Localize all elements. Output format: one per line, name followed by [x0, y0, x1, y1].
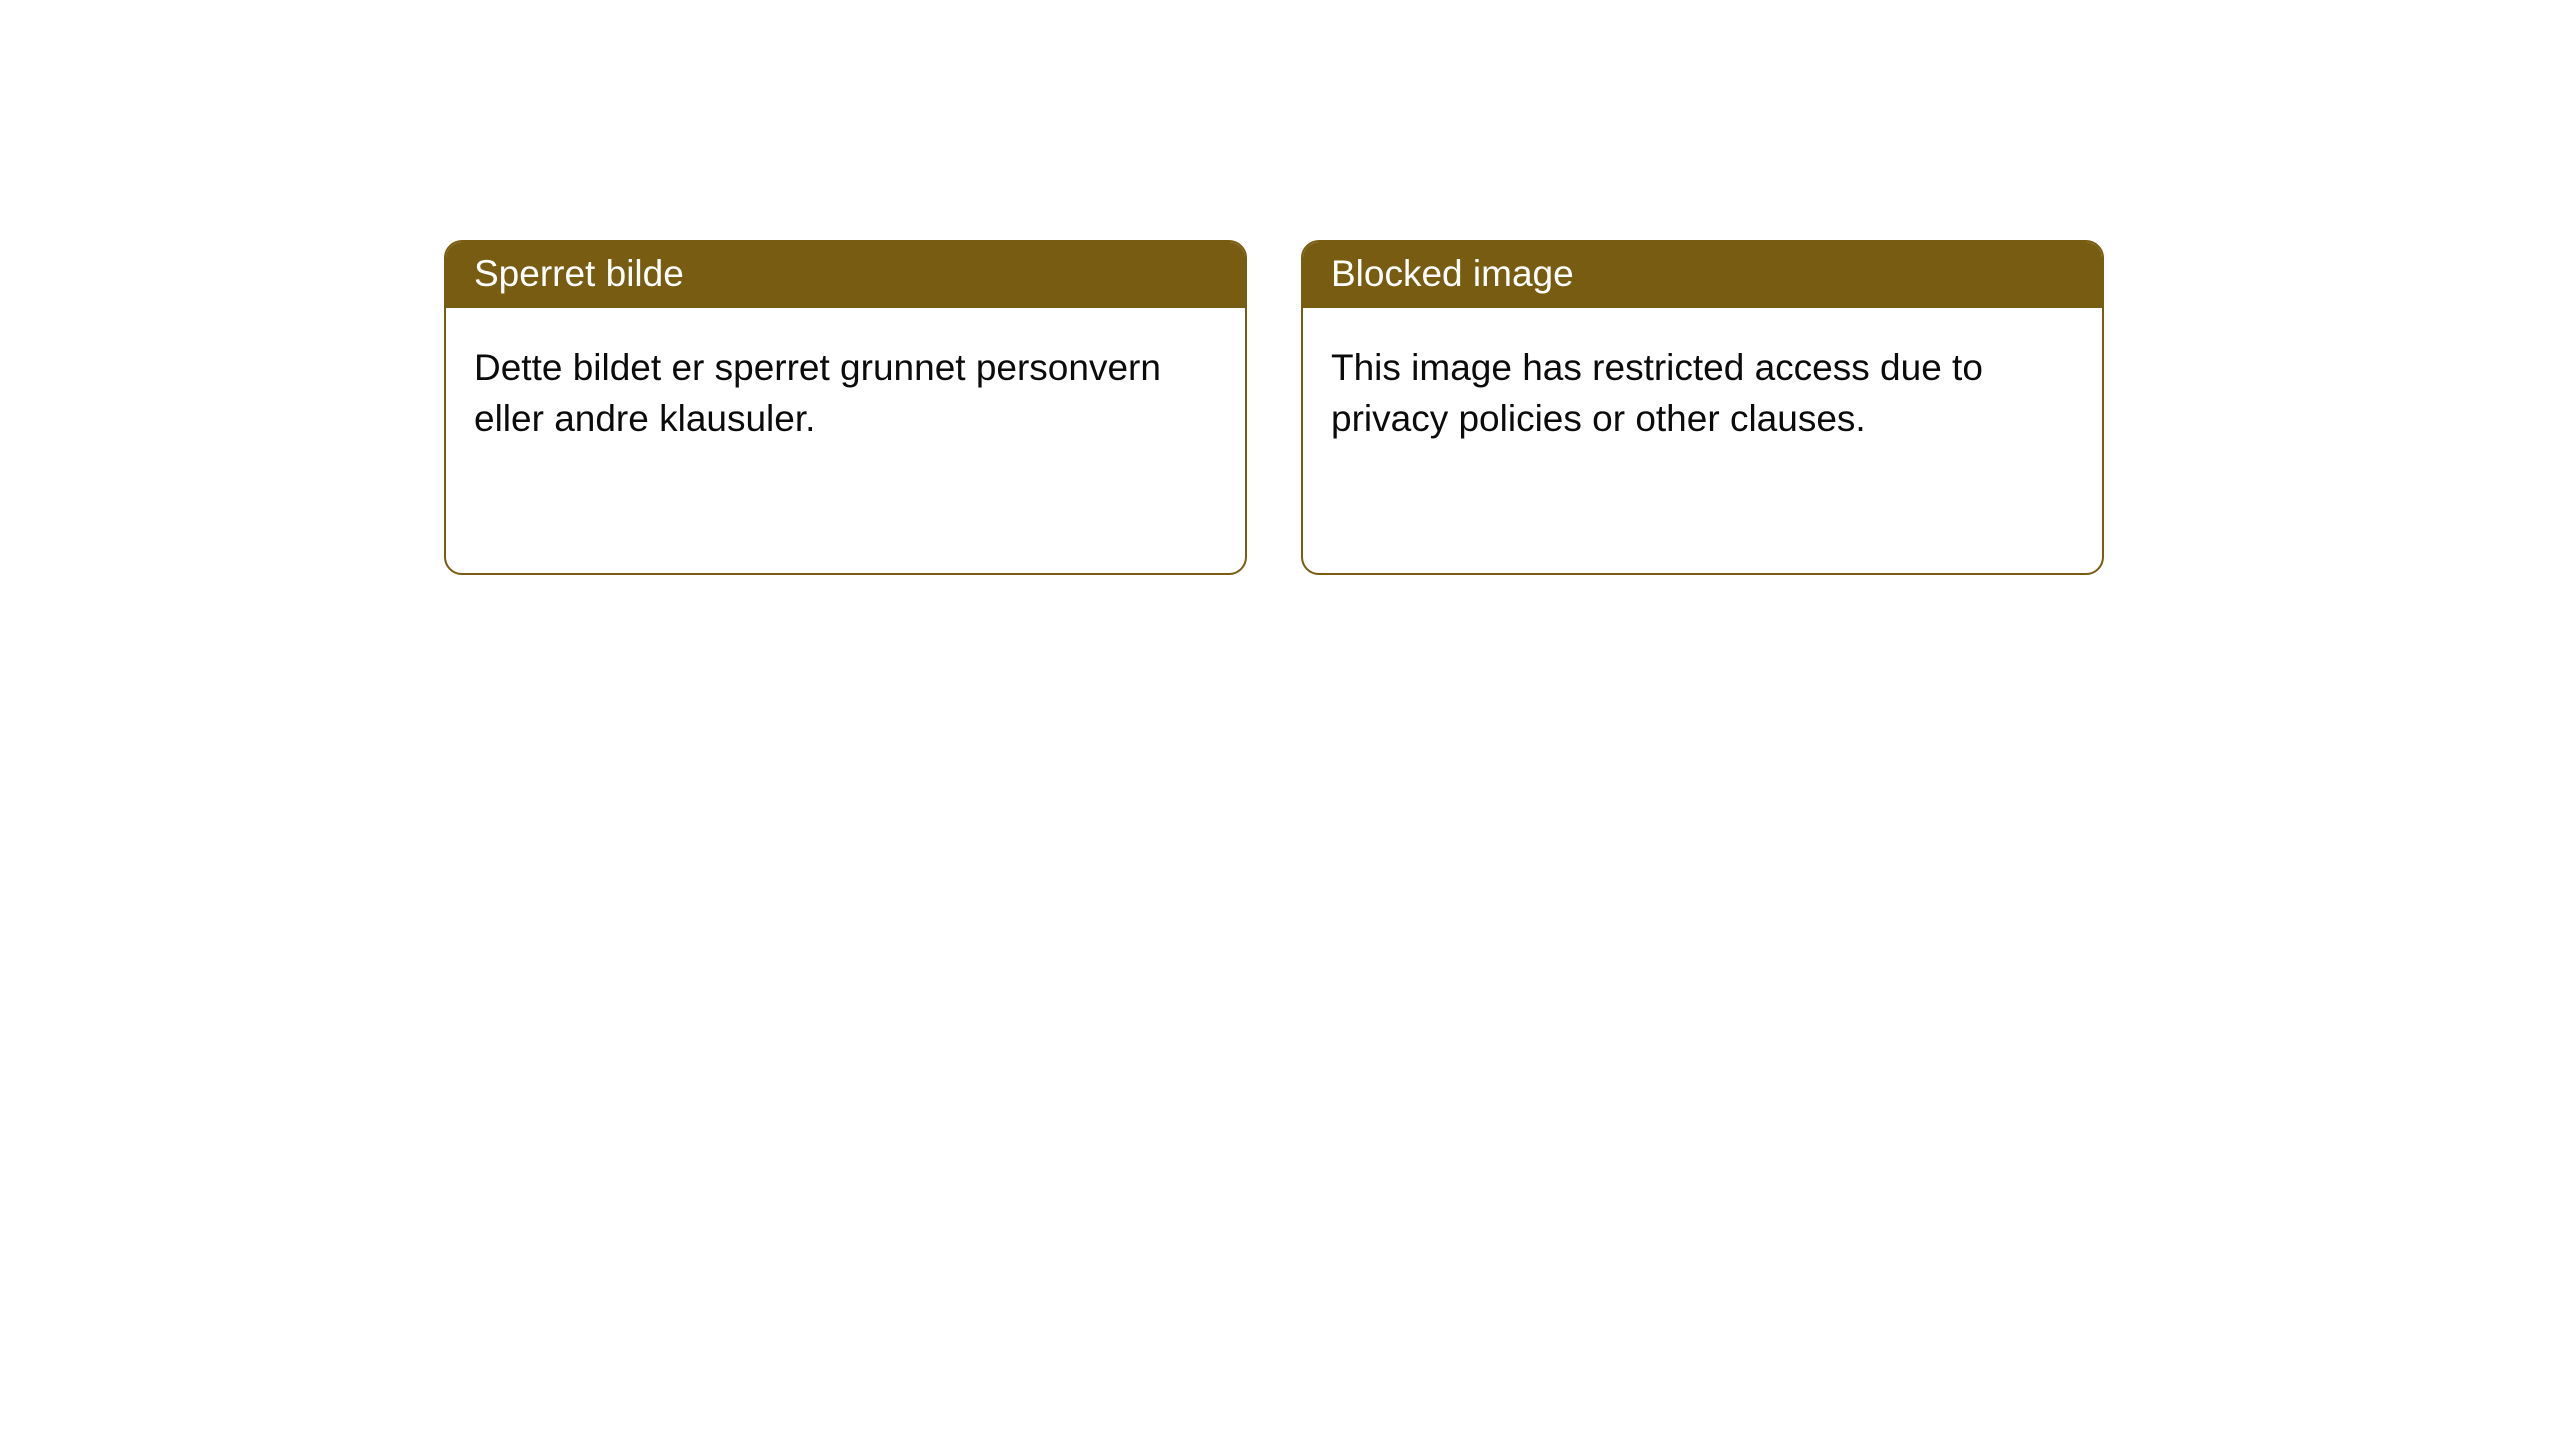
- notice-title: Sperret bilde: [446, 242, 1245, 308]
- notice-card-english: Blocked image This image has restricted …: [1301, 240, 2104, 575]
- notice-card-norwegian: Sperret bilde Dette bildet er sperret gr…: [444, 240, 1247, 575]
- notice-container: Sperret bilde Dette bildet er sperret gr…: [0, 0, 2560, 575]
- notice-body: This image has restricted access due to …: [1303, 308, 2102, 478]
- notice-body: Dette bildet er sperret grunnet personve…: [446, 308, 1245, 478]
- notice-title: Blocked image: [1303, 242, 2102, 308]
